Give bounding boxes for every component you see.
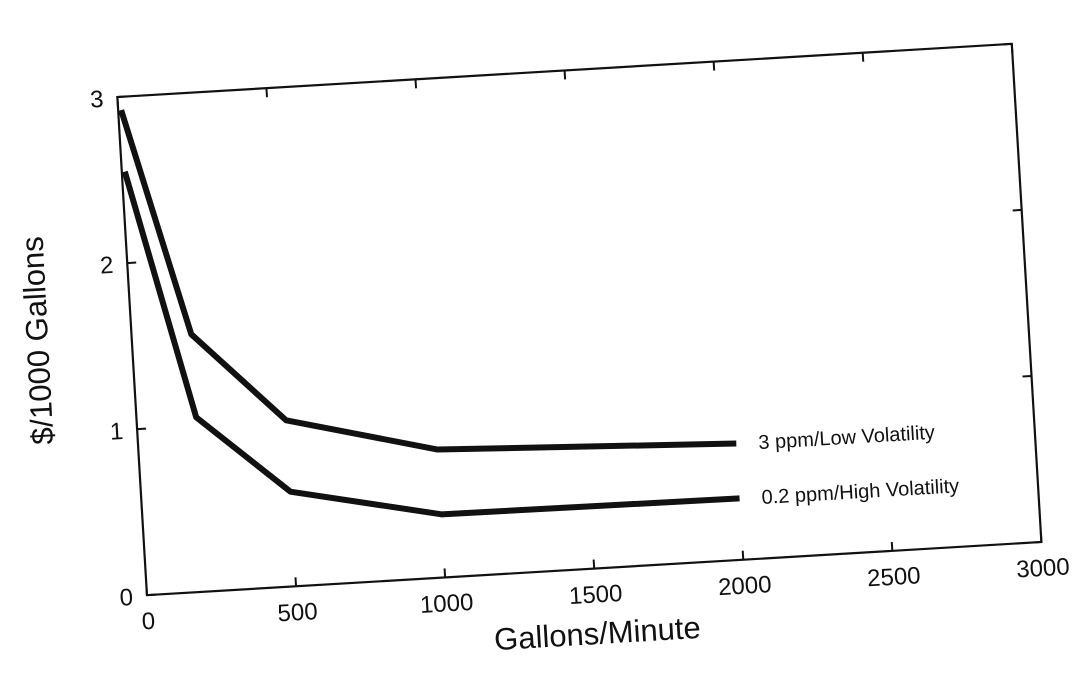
x-tick-mark-top xyxy=(861,52,865,62)
y-axis-tick-labels: 0 1 2 3 xyxy=(89,86,134,612)
x-tick-mark-top xyxy=(265,88,268,98)
y-tick-mark xyxy=(146,593,157,597)
x-axis-title: Gallons/Minute xyxy=(493,610,701,657)
y-tick-label: 0 xyxy=(119,584,134,612)
x-tick-mark xyxy=(741,550,745,560)
y-tick-mark xyxy=(137,427,147,431)
series-labels: 3 ppm/Low Volatility 0.2 ppm/High Volatil… xyxy=(758,422,960,509)
y-tick-mark xyxy=(117,95,127,99)
axis-ticks xyxy=(116,42,1043,597)
plot-frame xyxy=(116,42,1043,597)
x-tick-mark-top xyxy=(563,70,567,80)
x-tick-mark xyxy=(294,577,298,587)
x-tick-label: 500 xyxy=(277,598,319,627)
x-tick-label: 1000 xyxy=(419,589,474,619)
y-tick-mark-right xyxy=(1032,541,1042,544)
y-tick-mark-right xyxy=(1012,208,1022,212)
x-tick-mark-top xyxy=(414,79,418,89)
series-label-2: 0.2 ppm/High Volatility xyxy=(761,475,960,509)
x-tick-mark xyxy=(443,568,447,578)
x-tick-mark xyxy=(890,541,894,551)
series-label-1: 3 ppm/Low Volatility xyxy=(758,422,936,454)
x-tick-mark xyxy=(1039,532,1043,543)
x-tick-label: 3000 xyxy=(1016,553,1071,583)
y-tick-label: 3 xyxy=(89,86,104,114)
x-tick-mark xyxy=(145,586,148,596)
x-tick-label: 0 xyxy=(141,608,156,636)
series-line-2 xyxy=(121,170,740,518)
x-tick-mark-top xyxy=(712,61,716,71)
x-tick-mark-top xyxy=(116,96,119,107)
plot-area: 0 500 1000 1500 2000 2500 3000 0 1 2 3 3 ppm/Low … xyxy=(89,42,1070,635)
x-tick-label: 1500 xyxy=(568,580,623,610)
x-axis-tick-labels: 0 500 1000 1500 2000 2500 3000 xyxy=(141,553,1070,635)
y-tick-label: 1 xyxy=(109,418,124,446)
y-tick-mark xyxy=(127,261,137,265)
x-tick-mark-top xyxy=(1010,43,1014,53)
x-tick-mark xyxy=(592,559,596,569)
y-tick-label: 2 xyxy=(99,252,114,280)
y-tick-mark-right xyxy=(1022,374,1032,378)
x-tick-label: 2000 xyxy=(717,571,772,601)
series-line-1 xyxy=(118,109,737,453)
x-tick-label: 2500 xyxy=(866,562,921,592)
y-axis-title: $/1000 Gallons xyxy=(15,236,61,446)
series-lines xyxy=(118,109,740,518)
y-tick-mark-right xyxy=(1002,42,1012,46)
